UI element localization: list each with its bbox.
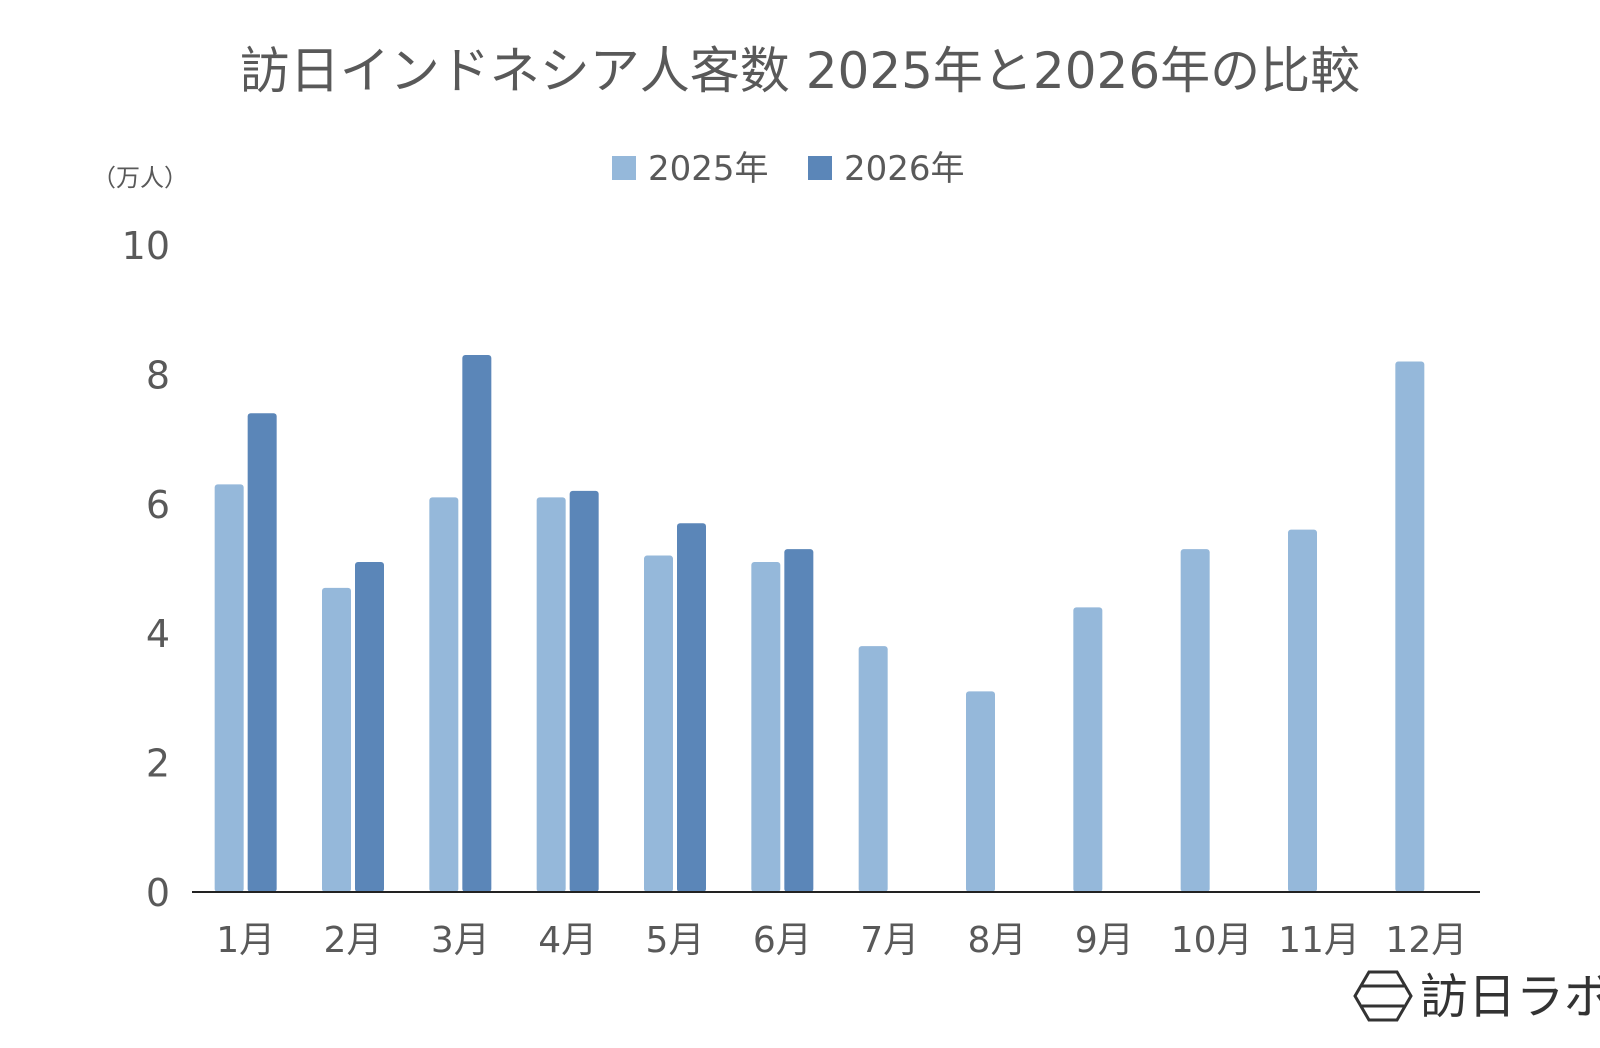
bar-2026-1 [247, 413, 277, 892]
x-tick-label: 7月 [860, 920, 919, 961]
site-logo: 訪日ラボ [1353, 969, 1600, 1025]
bar-2026-5 [677, 523, 706, 892]
legend-item-2: 2026年 [808, 149, 965, 189]
x-tick-label: 12月 [1385, 920, 1467, 961]
bar-2025-5 [644, 555, 673, 892]
y-tick-label: 6 [146, 483, 170, 527]
legend-label-2: 2026年 [844, 149, 965, 189]
y-tick-label: 10 [122, 224, 170, 268]
y-tick-label: 4 [146, 612, 170, 656]
hexagon-logo-icon [1353, 970, 1413, 1022]
x-tick-label: 5月 [646, 920, 705, 961]
legend-swatch-2 [808, 156, 832, 180]
legend: 2025年 2026年 [612, 149, 965, 189]
x-tick-label: 4月 [538, 920, 597, 961]
logo-text: 訪日ラボ [1420, 969, 1600, 1025]
x-tick-label: 9月 [1075, 920, 1134, 961]
bar-2026-2 [355, 562, 384, 892]
x-tick-label: 8月 [968, 920, 1027, 961]
x-tick-label: 1月 [216, 920, 275, 961]
bar-2025-7 [858, 646, 888, 892]
y-tick-label: 8 [146, 353, 170, 397]
x-tick-label: 3月 [431, 920, 490, 961]
bar-2025-11 [1288, 529, 1317, 892]
legend-label-1: 2025年 [648, 149, 769, 189]
bar-2025-8 [966, 691, 995, 892]
bar-2025-2 [322, 587, 351, 892]
y-axis-unit-label: （万人） [92, 164, 188, 192]
bar-2026-6 [784, 549, 814, 892]
bar-2026-3 [462, 354, 492, 892]
bar-2025-3 [429, 497, 459, 892]
bar-2025-6 [751, 562, 781, 892]
bar-2025-9 [1073, 607, 1103, 892]
x-axis-ticks: 1月 2月 3月 4月 5月 6月 7月 8月 9月 10月 11月 12月 [216, 920, 1467, 961]
legend-swatch-1 [612, 156, 636, 180]
bar-2025-1 [214, 484, 244, 892]
y-tick-label: 0 [146, 871, 170, 915]
bars [214, 354, 1425, 893]
bar-2025-10 [1180, 549, 1210, 892]
x-tick-label: 2月 [324, 920, 383, 961]
x-tick-label: 11月 [1278, 920, 1360, 961]
legend-item-1: 2025年 [612, 149, 769, 189]
bar-2026-4 [569, 490, 599, 892]
chart-title: 訪日インドネシア人客数 2025年と2026年の比較 [240, 42, 1360, 100]
y-tick-label: 2 [146, 742, 170, 786]
x-tick-label: 6月 [753, 920, 812, 961]
bar-2025-4 [536, 497, 566, 892]
x-tick-label: 10月 [1171, 920, 1253, 961]
bar-2025-12 [1395, 361, 1425, 893]
y-axis-ticks: 0 2 4 6 8 10 [122, 224, 170, 915]
